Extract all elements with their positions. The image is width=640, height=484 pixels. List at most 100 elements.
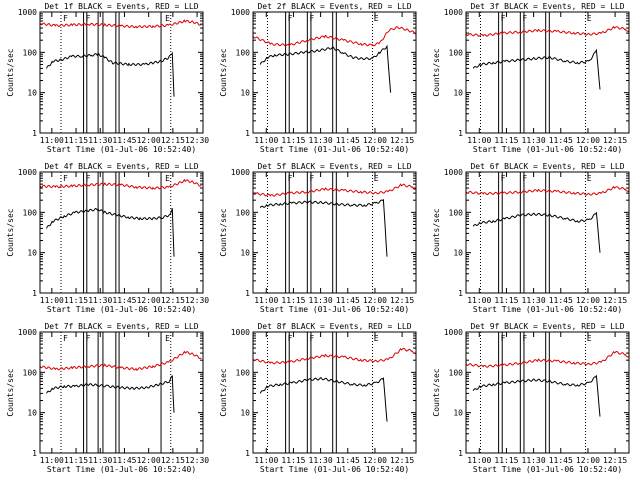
event-marker-label: E [374,14,379,23]
interval-flag-label: F [288,334,293,343]
event-marker-label: E [165,334,170,343]
interval-flag-label: F [63,14,68,23]
y-axis-label: Counts/sec [432,208,441,256]
y-tick-label: 10 [240,89,250,98]
y-tick-label: 1 [458,289,463,298]
plot-frame [465,171,630,294]
y-tick-label: 10 [453,249,463,258]
chart-title: Det 9f BLACK = Events, RED = LLD [470,322,624,331]
plot-frame [465,331,630,454]
x-tick-label: 11:15 [494,136,518,145]
event-marker-label: E [374,174,379,183]
series-line-events [472,211,601,253]
chart-panel-3: Det 3f BLACK = Events, RED = LLD Counts/s… [432,2,630,154]
x-tick-label: 11:30 [88,456,112,465]
chart-panel-5: Det 5f BLACK = Events, RED = LLD Counts/s… [219,162,417,314]
x-tick-label: 11:45 [549,296,573,305]
y-tick-label: 1 [32,129,37,138]
y-tick-label: 10 [240,409,250,418]
series-line-events [46,375,175,413]
x-tick-label: 12:00 [363,456,387,465]
interval-flag-label: F [501,174,506,183]
plot-frame [39,331,204,454]
plot-frame [252,171,417,294]
x-tick-label: 11:45 [336,136,360,145]
interval-flag-label: F [288,14,293,23]
y-tick-label: 10 [27,409,37,418]
x-tick-label: 12:30 [185,136,209,145]
x-tick-label: 11:45 [549,136,573,145]
y-tick-label: 100 [23,208,38,217]
y-axis-label: Counts/sec [6,208,15,256]
x-tick-label: 11:00 [40,456,64,465]
x-tick-label: 11:15 [281,296,305,305]
y-tick-label: 1 [245,289,250,298]
interval-flag-label: F [522,334,527,343]
x-tick-label: 11:30 [309,456,333,465]
series-line-events [259,376,388,422]
y-axis-label: Counts/sec [432,368,441,416]
chart-panel-7: Det 7f BLACK = Events, RED = LLD Counts/s… [6,322,209,474]
y-tick-label: 1000 [18,328,37,337]
plot-frame [39,171,204,294]
x-tick-label: 12:00 [576,456,600,465]
interval-flag-label: F [522,14,527,23]
y-tick-label: 1 [32,289,37,298]
x-tick-label: 11:30 [522,296,546,305]
plot-frame [465,11,630,134]
plot-area: EF F [466,172,629,293]
x-tick-label: 11:30 [88,136,112,145]
x-tick-label: 11:45 [112,456,136,465]
x-axis-label: Start Time (01-Jul-06 10:52:40) [47,465,196,474]
x-tick-label: 11:45 [112,136,136,145]
x-tick-label: 12:15 [390,456,414,465]
x-axis-label: Start Time (01-Jul-06 10:52:40) [47,305,196,314]
y-tick-label: 1000 [231,8,250,17]
x-tick-label: 11:30 [309,136,333,145]
interval-flag-label: F [522,174,527,183]
series-line-lld [253,183,416,197]
x-tick-label: 11:15 [494,296,518,305]
x-tick-label: 12:15 [603,296,627,305]
x-tick-label: 12:15 [161,136,185,145]
chart-panel-4: Det 4f BLACK = Events, RED = LLD Counts/s… [6,162,209,314]
y-tick-label: 10 [453,89,463,98]
y-axis-label: Counts/sec [432,48,441,96]
y-tick-label: 1 [32,449,37,458]
series-line-lld [40,19,202,29]
x-axis-label: Start Time (01-Jul-06 10:52:40) [473,305,622,314]
y-tick-label: 1000 [444,8,463,17]
x-tick-label: 11:15 [494,456,518,465]
plot-frame [252,11,417,134]
plot-area: EF F [466,332,629,453]
x-tick-label: 12:00 [363,136,387,145]
x-tick-label: 11:00 [254,296,278,305]
event-marker-label: E [587,334,592,343]
x-tick-label: 12:15 [390,136,414,145]
x-tick-label: 12:15 [603,456,627,465]
x-tick-label: 12:15 [161,456,185,465]
x-tick-label: 11:15 [64,456,88,465]
x-tick-label: 11:00 [254,456,278,465]
y-tick-label: 100 [236,368,251,377]
x-tick-label: 11:30 [522,456,546,465]
x-tick-label: 11:15 [281,136,305,145]
y-tick-label: 1 [458,129,463,138]
series-line-lld [253,25,416,47]
x-tick-label: 12:00 [137,136,161,145]
x-axis-label: Start Time (01-Jul-06 10:52:40) [473,145,622,154]
chart-title: Det 1f BLACK = Events, RED = LLD [44,2,198,11]
y-tick-label: 100 [236,208,251,217]
plot-area: EF F [466,12,629,133]
event-marker-label: E [587,14,592,23]
x-tick-label: 11:00 [467,296,491,305]
x-tick-label: 11:15 [64,296,88,305]
series-line-events [46,51,175,97]
x-tick-label: 12:15 [161,296,185,305]
event-marker-label: E [587,174,592,183]
x-tick-label: 11:30 [88,296,112,305]
interval-flag-label: F [309,14,314,23]
x-tick-label: 12:00 [576,136,600,145]
x-tick-label: 12:00 [137,296,161,305]
